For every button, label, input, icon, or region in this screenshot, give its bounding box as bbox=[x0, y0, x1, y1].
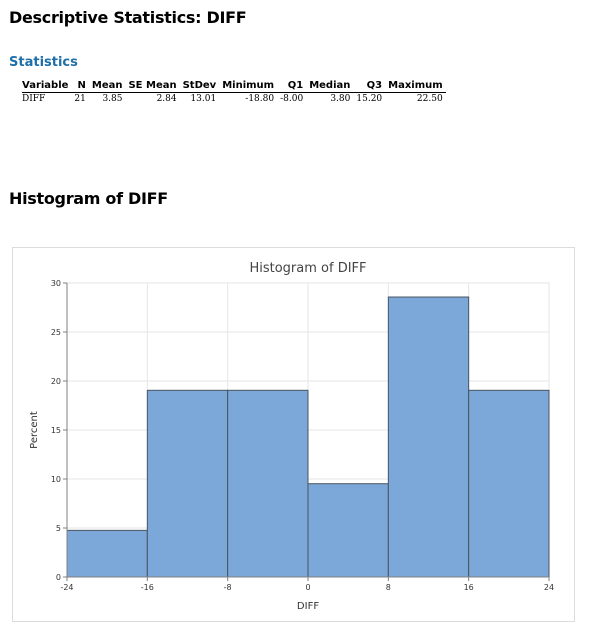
cell-se-mean: 2.84 bbox=[156, 94, 177, 104]
histogram-chart: -24 -16 -8 0 8 16 24 0 5 10 15 20 25 30 Histogram of D… bbox=[29, 261, 554, 612]
cell-median: 3.80 bbox=[330, 94, 351, 104]
histogram-section-title: Histogram of DIFF bbox=[9, 189, 168, 208]
cell-mean: 3.85 bbox=[102, 94, 123, 104]
cell-stdev: 13.01 bbox=[190, 94, 217, 104]
x-tick-label: -8 bbox=[224, 583, 232, 592]
chart-frame: -24 -16 -8 0 8 16 24 0 5 10 15 20 25 30 Histogram of D… bbox=[12, 247, 575, 622]
histogram-bar bbox=[307, 483, 389, 578]
chart-title: Histogram of DIFF bbox=[249, 261, 366, 276]
cell-minimum: -18.80 bbox=[245, 94, 275, 104]
y-tick-label: 15 bbox=[51, 426, 61, 435]
col-header-se-mean: SE Mean bbox=[125, 80, 180, 93]
cell-maximum: 22.50 bbox=[416, 94, 443, 104]
col-header-median: Median bbox=[306, 80, 354, 93]
x-tick-label: 16 bbox=[464, 583, 474, 592]
table-row: DIFF 21 3.85 2.84 13.01 -18.80 -8.00 3.8… bbox=[22, 93, 446, 104]
y-tick-label: 10 bbox=[51, 475, 61, 484]
x-tick-label: 24 bbox=[544, 583, 554, 592]
histogram-bar bbox=[66, 529, 148, 578]
histogram-bar bbox=[387, 296, 470, 578]
col-header-maximum: Maximum bbox=[385, 80, 446, 93]
y-tick-label: 30 bbox=[51, 279, 61, 288]
histogram-bar bbox=[468, 389, 550, 578]
col-header-q3: Q3 bbox=[353, 80, 386, 93]
histogram-bar bbox=[227, 389, 309, 578]
cell-n: 21 bbox=[74, 94, 86, 104]
x-axis-label: DIFF bbox=[297, 601, 319, 612]
col-header-mean: Mean bbox=[88, 80, 126, 93]
cell-variable: DIFF bbox=[22, 94, 46, 104]
y-tick-label: 5 bbox=[56, 524, 61, 533]
x-tick-label: -24 bbox=[60, 583, 73, 592]
cell-q1: -8.00 bbox=[280, 94, 304, 104]
statistics-table: Variable N Mean SE Mean StDev Minimum Q1… bbox=[22, 80, 446, 104]
histogram-bar bbox=[146, 389, 229, 578]
table-header-row: Variable N Mean SE Mean StDev Minimum Q1… bbox=[22, 80, 446, 93]
y-tick-label: 20 bbox=[51, 377, 61, 386]
x-tick-label: 8 bbox=[386, 583, 391, 592]
statistics-section-title: Statistics bbox=[9, 55, 78, 70]
col-header-n: N bbox=[71, 80, 89, 93]
col-header-minimum: Minimum bbox=[219, 80, 278, 93]
col-header-variable: Variable bbox=[22, 80, 72, 93]
col-header-stdev: StDev bbox=[179, 80, 220, 93]
col-header-q1: Q1 bbox=[277, 80, 307, 93]
y-tick-label: 25 bbox=[51, 328, 61, 337]
y-axis-label: Percent bbox=[29, 411, 40, 449]
page-title: Descriptive Statistics: DIFF bbox=[9, 8, 247, 27]
x-tick-label: -16 bbox=[141, 583, 154, 592]
y-tick-label: 0 bbox=[56, 573, 61, 582]
x-tick-label: 0 bbox=[305, 583, 310, 592]
cell-q3: 15.20 bbox=[356, 94, 383, 104]
